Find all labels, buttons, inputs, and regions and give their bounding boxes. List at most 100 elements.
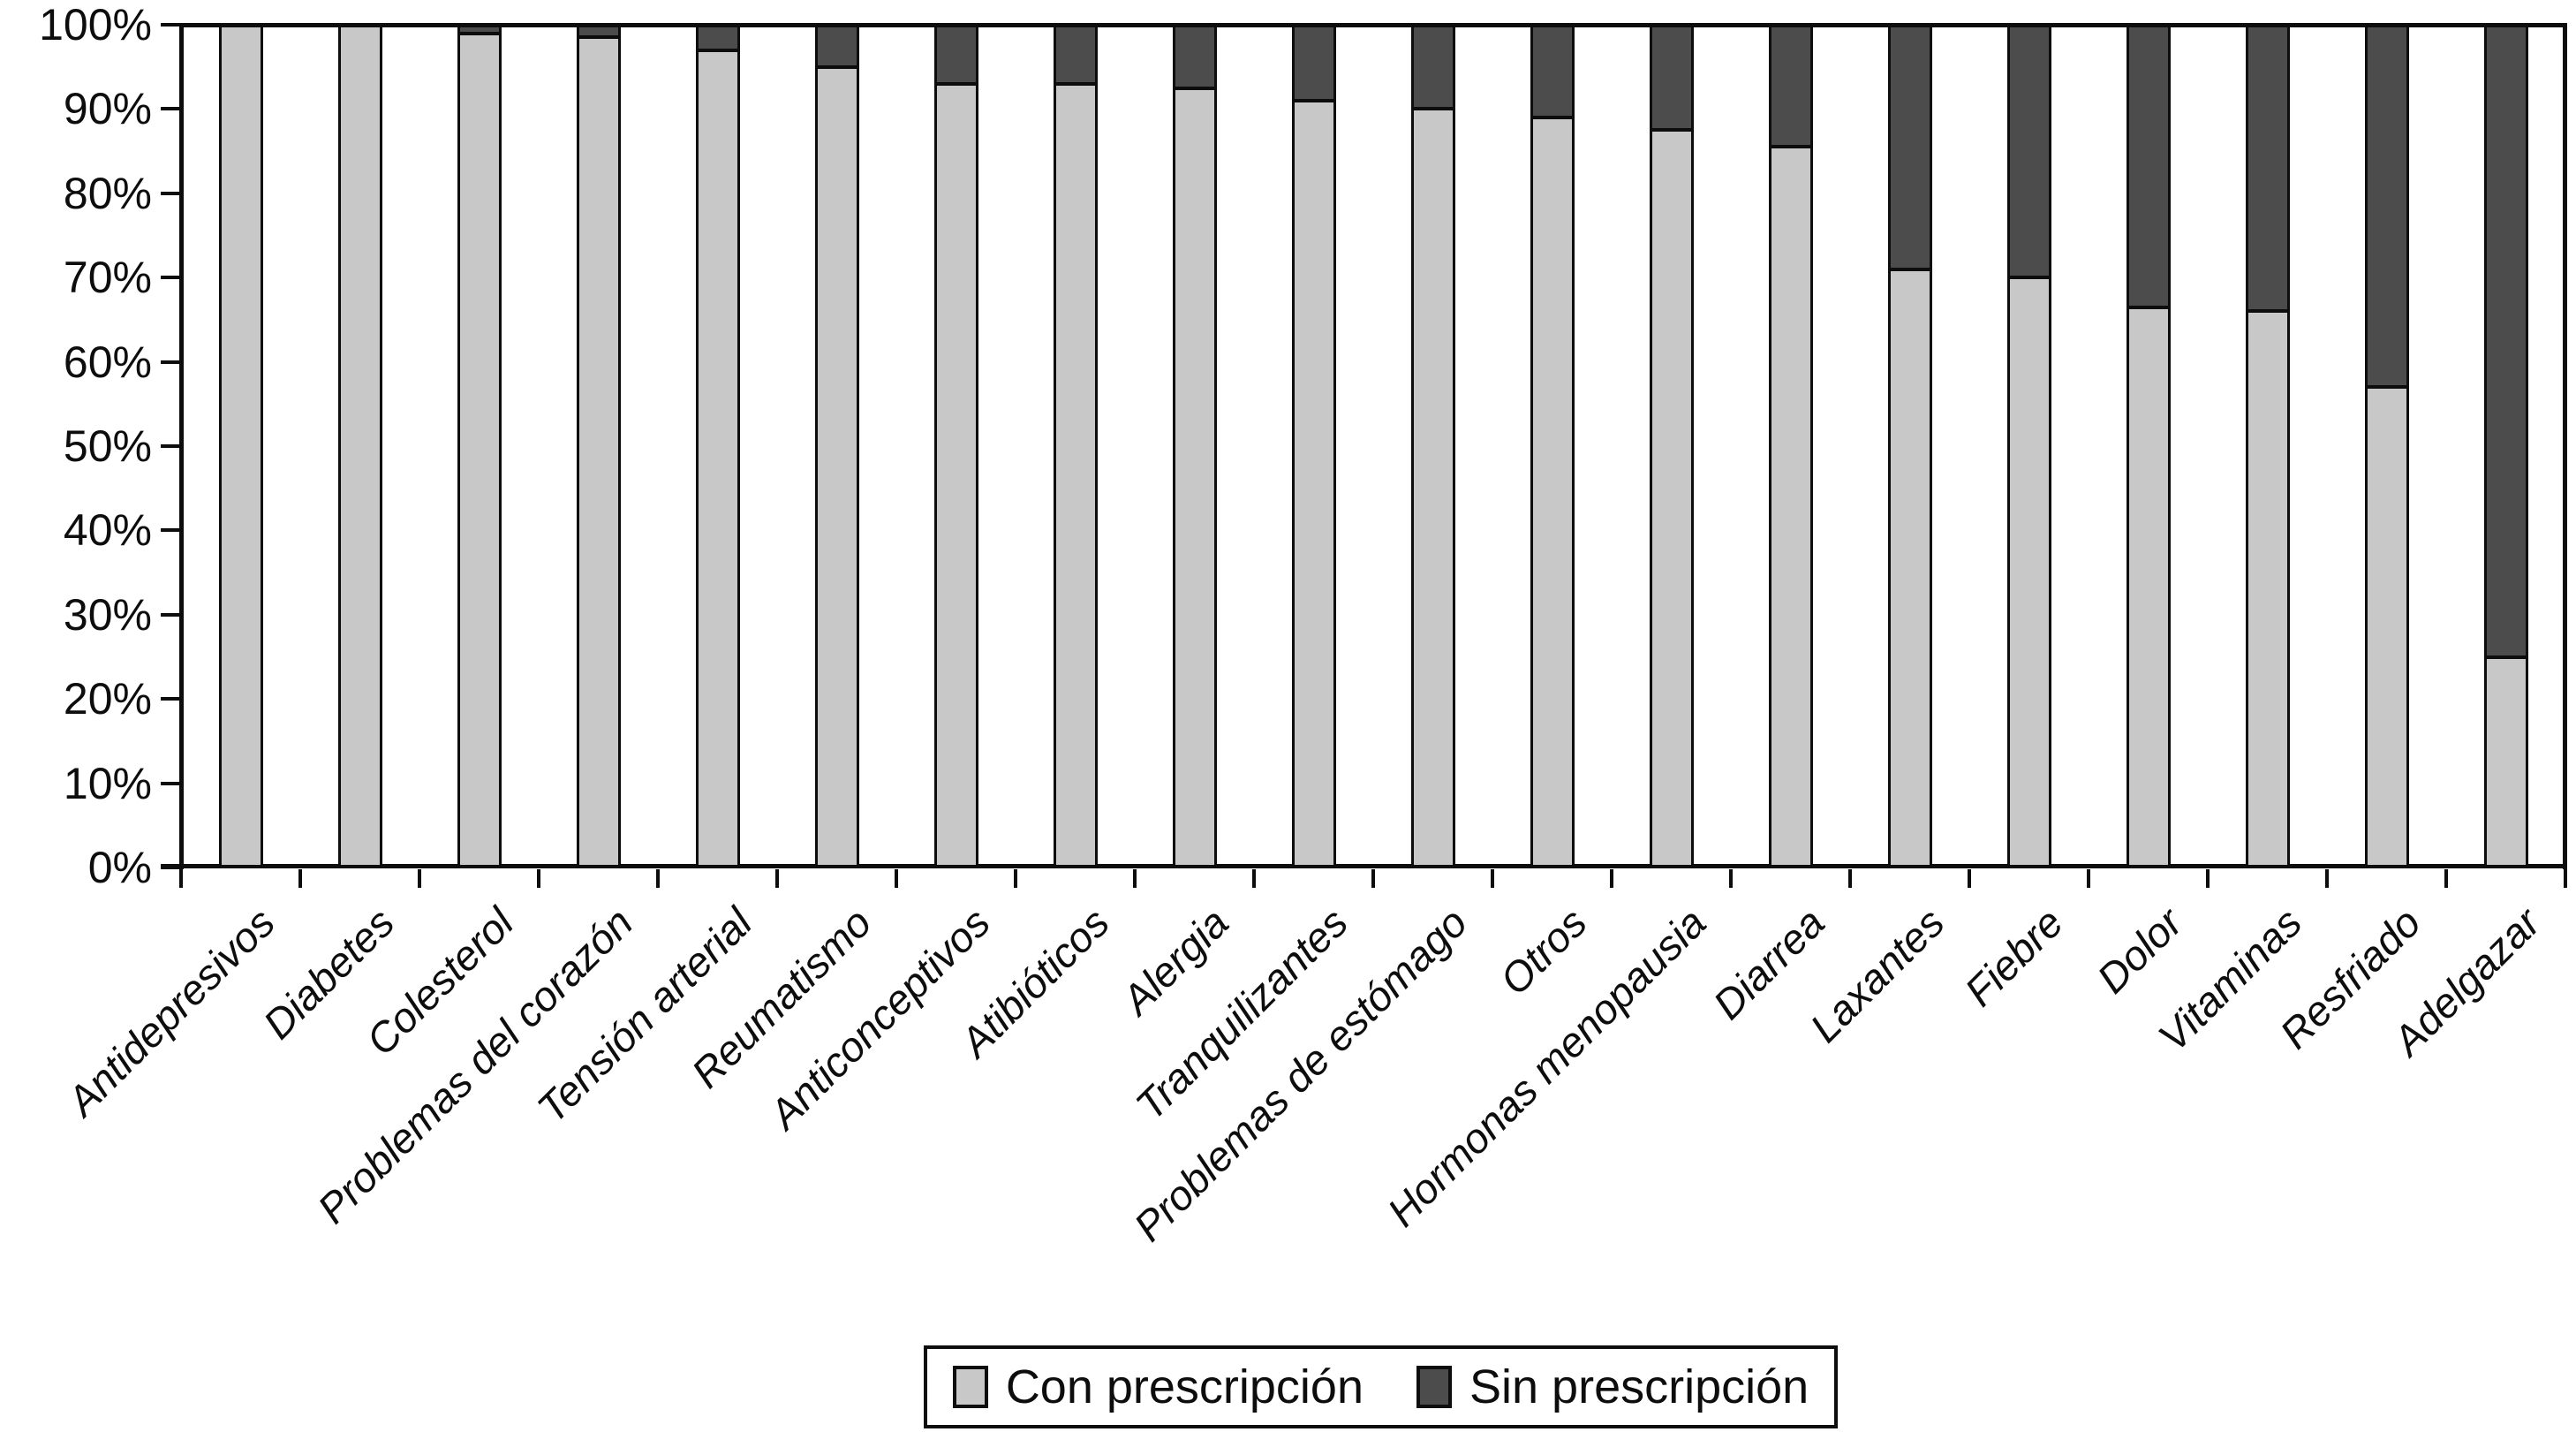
bar-segment-con-prescripcion xyxy=(695,49,740,868)
y-axis-tick xyxy=(161,276,181,280)
x-axis-tick xyxy=(2444,869,2448,888)
y-axis-tick-label: 80% xyxy=(63,168,152,218)
bar-segment-sin-prescripcion xyxy=(2126,25,2171,307)
bar-segment-con-prescripcion xyxy=(1530,117,1575,868)
x-axis-category-label: Fiebre xyxy=(1955,898,2073,1015)
bar-segment-sin-prescripcion xyxy=(1291,25,1336,101)
bar-antidepresivos xyxy=(218,25,263,868)
bar-segment-sin-prescripcion xyxy=(814,25,859,67)
x-axis-tick xyxy=(1252,869,1256,888)
bar-dolor xyxy=(2126,25,2171,868)
x-axis-line xyxy=(161,864,2567,868)
legend: Con prescripción Sin prescripción xyxy=(924,1345,1838,1428)
bar-segment-sin-prescripcion xyxy=(2245,25,2290,312)
y-axis-tick xyxy=(161,697,181,701)
bar-problemas-de-est-mago xyxy=(1410,25,1455,868)
y-axis-tick xyxy=(161,528,181,533)
x-axis-tick xyxy=(1133,869,1137,888)
bar-segment-con-prescripcion xyxy=(2126,307,2171,868)
x-axis-tick xyxy=(1729,869,1733,888)
bar-segment-sin-prescripcion xyxy=(2483,25,2528,657)
y-axis-tick xyxy=(161,781,181,785)
bar-segment-con-prescripcion xyxy=(2245,311,2290,868)
bar-segment-con-prescripcion xyxy=(218,25,263,868)
bar-atibi-ticos xyxy=(1053,25,1098,868)
bar-segment-sin-prescripcion xyxy=(576,25,621,38)
bar-segment-sin-prescripcion xyxy=(2364,25,2409,388)
y-axis-tick-label: 100% xyxy=(39,0,152,49)
bar-segment-sin-prescripcion xyxy=(1053,25,1098,84)
bar-segment-con-prescripcion xyxy=(1291,100,1336,868)
legend-label-con-prescripcion: Con prescripción xyxy=(1005,1360,1364,1413)
bar-segment-con-prescripcion xyxy=(814,66,859,868)
bar-diabetes xyxy=(337,25,382,868)
bar-colesterol xyxy=(457,25,502,868)
bar-hormonas-menopausia xyxy=(1649,25,1694,868)
plot-top-border xyxy=(179,23,2567,27)
y-axis-tick xyxy=(161,612,181,617)
x-axis-tick xyxy=(1491,869,1494,888)
x-axis-category-label: Tensión arterial xyxy=(527,898,761,1132)
y-axis-tick-label: 60% xyxy=(63,337,152,387)
bar-segment-sin-prescripcion xyxy=(1410,25,1455,110)
x-axis-tick xyxy=(179,869,183,888)
bar-segment-sin-prescripcion xyxy=(1768,25,1813,148)
bar-segment-sin-prescripcion xyxy=(1172,25,1217,88)
y-axis-tick-label: 10% xyxy=(63,758,152,808)
bar-laxantes xyxy=(1887,25,1932,868)
legend-item-sin-prescripcion: Sin prescripción xyxy=(1416,1360,1809,1414)
x-axis-category-label: Tranquilizantes xyxy=(1126,898,1357,1129)
y-axis-tick-label: 0% xyxy=(87,843,152,892)
x-axis-category-label: Antidepresivos xyxy=(57,898,284,1125)
x-axis-tick xyxy=(895,869,898,888)
x-axis-tick xyxy=(656,869,660,888)
x-axis-tick xyxy=(2206,869,2210,888)
bar-segment-sin-prescripcion xyxy=(457,25,502,34)
bar-segment-con-prescripcion xyxy=(576,37,621,868)
x-axis-tick xyxy=(1371,869,1375,888)
plot-area xyxy=(161,23,2567,869)
x-axis-tick xyxy=(775,869,779,888)
bar-segment-con-prescripcion xyxy=(337,25,382,868)
bar-segment-con-prescripcion xyxy=(2364,387,2409,868)
y-axis-tick xyxy=(161,191,181,195)
bar-segment-sin-prescripcion xyxy=(933,25,978,84)
bar-segment-sin-prescripcion xyxy=(1887,25,1932,269)
x-axis-tick xyxy=(418,869,421,888)
x-axis-tick xyxy=(2087,869,2090,888)
bar-segment-con-prescripcion xyxy=(933,83,978,868)
bar-problemas-del-coraz-n xyxy=(576,25,621,868)
x-axis-category-label: Anticonceptivos xyxy=(760,898,1000,1138)
bar-reumatismo xyxy=(814,25,859,868)
y-axis-tick xyxy=(161,360,181,364)
bar-vitaminas xyxy=(2245,25,2290,868)
plot-right-border xyxy=(2563,23,2567,869)
y-axis-tick xyxy=(161,444,181,448)
x-axis-tick xyxy=(1610,869,1613,888)
y-axis-tick-label: 40% xyxy=(63,505,152,556)
y-axis-tick-label: 20% xyxy=(63,674,152,724)
y-axis-tick-label: 90% xyxy=(63,84,152,134)
bar-segment-sin-prescripcion xyxy=(2006,25,2051,278)
x-axis-tick xyxy=(2564,869,2567,888)
bar-fiebre xyxy=(2006,25,2051,868)
bar-segment-sin-prescripcion xyxy=(695,25,740,50)
x-axis-category-label: Otros xyxy=(1490,898,1596,1004)
y-axis-tick-label: 70% xyxy=(63,253,152,303)
x-axis-tick xyxy=(1848,869,1852,888)
y-axis-line xyxy=(179,23,184,869)
bar-segment-con-prescripcion xyxy=(2483,656,2528,868)
x-axis-category-label: Dolor xyxy=(2088,898,2192,1003)
y-axis-tick-label: 50% xyxy=(63,421,152,471)
bar-segment-con-prescripcion xyxy=(1768,147,1813,868)
x-axis-tick xyxy=(1968,869,1971,888)
x-axis-tick xyxy=(1014,869,1017,888)
legend-swatch-sin-prescripcion xyxy=(1416,1366,1452,1408)
bar-segment-con-prescripcion xyxy=(1172,87,1217,868)
bar-segment-con-prescripcion xyxy=(1053,83,1098,868)
legend-swatch-con-prescripcion xyxy=(952,1366,988,1408)
y-axis-tick-label: 30% xyxy=(63,589,152,640)
bar-segment-con-prescripcion xyxy=(1649,130,1694,868)
legend-label-sin-prescripcion: Sin prescripción xyxy=(1469,1360,1809,1413)
bar-otros xyxy=(1530,25,1575,868)
